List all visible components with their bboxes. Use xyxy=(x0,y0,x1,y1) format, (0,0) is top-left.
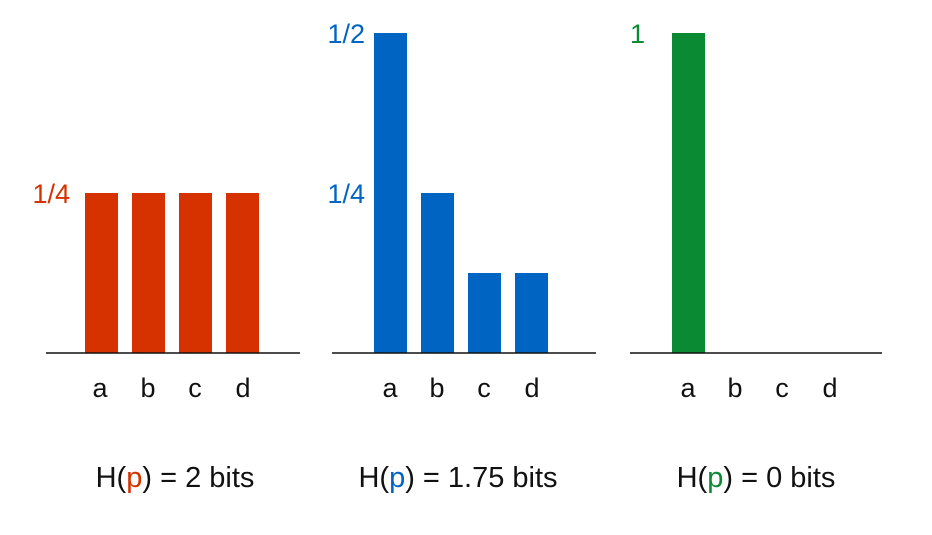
bar-a xyxy=(374,33,407,353)
chart-1: a b c d 1/4 H(p) = 2 bits xyxy=(32,179,300,494)
x-tick-label-b: b xyxy=(140,373,155,403)
caption-suffix: ) = 0 bits xyxy=(723,462,835,494)
bar-d xyxy=(226,193,259,353)
x-tick-label-b: b xyxy=(429,373,444,403)
x-tick-label-c: c xyxy=(188,373,202,403)
x-tick-label-c: c xyxy=(477,373,491,403)
caption-suffix: ) = 1.75 bits xyxy=(405,462,557,494)
caption-suffix: ) = 2 bits xyxy=(142,462,254,494)
chart-3: a b c d 1 H(p) = 0 bits xyxy=(630,19,882,494)
entropy-caption: H(p) = 0 bits xyxy=(677,462,836,494)
x-tick-label-d: d xyxy=(822,373,837,403)
bar-b xyxy=(132,193,165,353)
bar-d xyxy=(515,273,548,353)
caption-variable: p xyxy=(126,462,142,494)
caption-variable: p xyxy=(707,462,723,494)
caption-variable: p xyxy=(389,462,405,494)
chart-2: a b c d 1/2 1/4 H(p) = 1.75 bits xyxy=(327,19,596,494)
bar-a xyxy=(672,33,705,353)
caption-prefix: H( xyxy=(677,462,708,494)
x-tick-label-d: d xyxy=(235,373,250,403)
y-tick-label: 1/4 xyxy=(32,179,70,209)
caption-prefix: H( xyxy=(96,462,127,494)
x-tick-label-a: a xyxy=(680,373,696,403)
x-tick-label-a: a xyxy=(92,373,108,403)
x-tick-label-a: a xyxy=(382,373,398,403)
y-tick-label: 1/2 xyxy=(327,19,365,49)
entropy-caption: H(p) = 2 bits xyxy=(96,462,255,494)
y-tick-label: 1/4 xyxy=(327,179,365,209)
bar-c xyxy=(179,193,212,353)
y-tick-label: 1 xyxy=(630,19,645,49)
bar-b xyxy=(421,193,454,353)
x-tick-label-d: d xyxy=(524,373,539,403)
bar-a xyxy=(85,193,118,353)
x-tick-label-b: b xyxy=(727,373,742,403)
entropy-caption: H(p) = 1.75 bits xyxy=(358,462,557,494)
bar-c xyxy=(468,273,501,353)
x-tick-label-c: c xyxy=(775,373,789,403)
caption-prefix: H( xyxy=(358,462,389,494)
